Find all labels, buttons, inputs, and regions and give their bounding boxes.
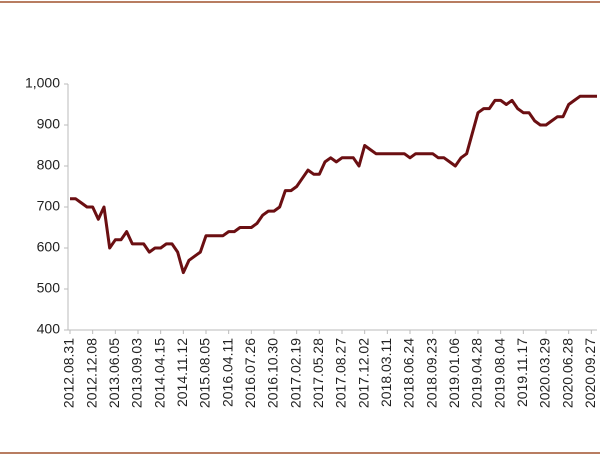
y-tick-label: 600 — [37, 239, 61, 255]
x-tick-label: 2020.09.27 — [582, 338, 598, 408]
x-tick-label: 2017.05.28 — [310, 338, 326, 408]
y-tick-label: 500 — [37, 280, 61, 296]
y-tick-label: 1,000 — [25, 75, 60, 91]
x-tick-label: 2019.04.28 — [469, 338, 485, 408]
x-tick-label: 2012.12.08 — [83, 338, 99, 408]
x-tick-label: 2014.04.15 — [151, 338, 167, 408]
x-tick-label: 2017.12.02 — [355, 338, 371, 408]
x-tick-label: 2018.03.11 — [378, 338, 394, 407]
x-tick-label: 2016.10.30 — [265, 338, 281, 408]
y-tick-label: 900 — [37, 116, 61, 132]
y-tick-label: 800 — [37, 157, 61, 173]
x-tick-label: 2018.09.23 — [423, 338, 439, 408]
x-tick-label: 2019.01.06 — [446, 338, 462, 408]
x-tick-label: 2015.08.05 — [197, 338, 213, 408]
x-tick-label: 2013.06.05 — [106, 338, 122, 408]
x-tick-label: 2014.11.12 — [174, 338, 190, 407]
x-tick-label: 2019.08.04 — [491, 338, 507, 408]
x-tick-label: 2012.08.31 — [61, 338, 77, 408]
x-tick-label: 2017.08.27 — [333, 338, 349, 408]
y-tick-label: 700 — [37, 198, 61, 214]
x-tick-label: 2016.07.26 — [242, 338, 258, 408]
x-tick-label: 2017.02.19 — [287, 338, 303, 408]
x-tick-label: 2016.04.11 — [219, 338, 235, 407]
x-tick-label: 2018.06.24 — [401, 338, 417, 408]
x-tick-label: 2020.03.29 — [537, 338, 553, 408]
y-tick-label: 400 — [37, 321, 61, 337]
x-tick-label: 2020.06.28 — [559, 338, 575, 408]
x-tick-label: 2013.09.03 — [129, 338, 145, 408]
x-tick-label: 2019.11.17 — [514, 338, 530, 407]
data-line — [70, 94, 597, 275]
